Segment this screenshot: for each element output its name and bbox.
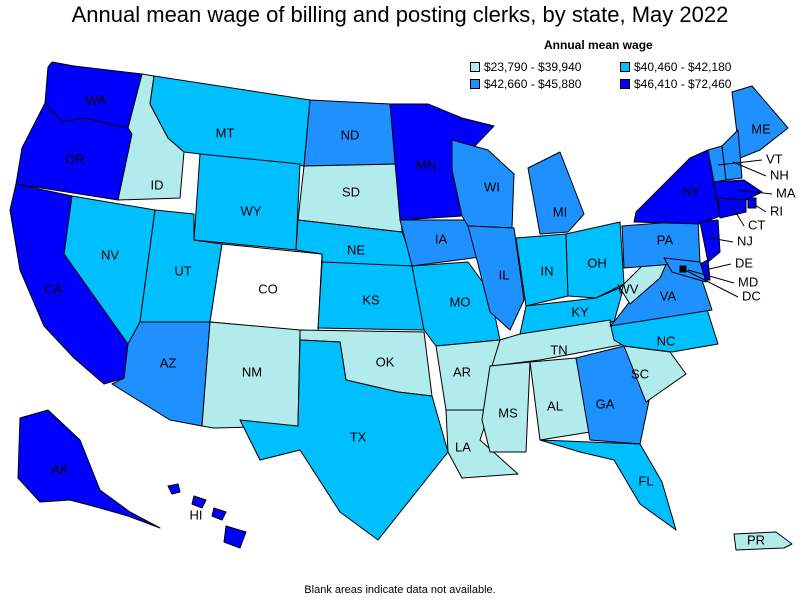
map-title: Annual mean wage of billing and posting … bbox=[71, 2, 729, 27]
state-label-mi: MI bbox=[553, 204, 567, 219]
state-label-ri: RI bbox=[770, 203, 783, 218]
state-hi bbox=[167, 483, 181, 495]
state-oh bbox=[565, 221, 625, 299]
state-label-or: OR bbox=[65, 151, 85, 166]
state-label-tx: TX bbox=[350, 429, 367, 444]
state-label-va: VA bbox=[660, 288, 677, 303]
state-label-nv: NV bbox=[101, 247, 119, 262]
state-wy bbox=[193, 153, 301, 251]
state-label-ky: KY bbox=[571, 304, 589, 319]
state-il bbox=[467, 225, 525, 331]
state-label-mo: MO bbox=[450, 294, 471, 309]
legend-item-2: $40,460 - $42,180 bbox=[620, 60, 790, 74]
legend-swatch-1 bbox=[470, 62, 480, 72]
leader-line-ma bbox=[737, 189, 773, 195]
leader-line-md bbox=[687, 269, 735, 284]
legend-swatch-3 bbox=[470, 79, 480, 89]
state-fl bbox=[539, 439, 677, 531]
state-label-wa: WA bbox=[86, 92, 107, 107]
legend-label-3: $42,660 - $45,880 bbox=[484, 77, 582, 91]
state-label-pa: PA bbox=[657, 232, 674, 247]
state-label-in: IN bbox=[541, 263, 554, 278]
state-label-nm: NM bbox=[242, 364, 262, 379]
footnote: Blank areas indicate data not available. bbox=[304, 584, 496, 596]
dc-marker bbox=[680, 266, 686, 272]
state-label-id: ID bbox=[151, 177, 164, 192]
state-label-fl: FL bbox=[638, 473, 653, 488]
state-label-md: MD bbox=[738, 274, 758, 289]
legend-item-4: $46,410 - $72,460 bbox=[620, 77, 790, 91]
state-label-ne: NE bbox=[347, 242, 365, 257]
state-label-dc: DC bbox=[742, 288, 761, 303]
state-label-ia: IA bbox=[435, 231, 448, 246]
state-label-pr: PR bbox=[747, 532, 765, 547]
state-ms bbox=[481, 361, 531, 453]
state-label-nd: ND bbox=[341, 127, 360, 142]
state-ga bbox=[575, 345, 651, 445]
state-label-nc: NC bbox=[657, 333, 676, 348]
state-nj bbox=[699, 219, 721, 263]
leader-line-ct bbox=[731, 205, 745, 227]
state-label-ct: CT bbox=[748, 217, 765, 232]
legend-label-4: $46,410 - $72,460 bbox=[634, 77, 732, 91]
state-label-mt: MT bbox=[216, 125, 235, 140]
state-hi-island-3 bbox=[211, 507, 227, 521]
state-label-sd: SD bbox=[342, 184, 360, 199]
leader-line-nj bbox=[709, 237, 734, 243]
state-pr bbox=[733, 531, 793, 551]
state-label-az: AZ bbox=[160, 355, 177, 370]
legend-label-2: $40,460 - $42,180 bbox=[634, 60, 732, 74]
state-label-ma: MA bbox=[776, 185, 796, 200]
leader-line-nh bbox=[732, 161, 767, 177]
legend-item-3: $42,660 - $45,880 bbox=[470, 77, 620, 91]
state-label-il: IL bbox=[499, 267, 510, 282]
state-nh bbox=[721, 129, 743, 181]
state-label-wi: WI bbox=[484, 179, 500, 194]
state-label-nh: NH bbox=[770, 167, 789, 182]
state-label-ks: KS bbox=[362, 292, 380, 307]
state-label-ak: AK bbox=[51, 461, 69, 476]
state-label-ms: MS bbox=[498, 405, 518, 420]
state-label-mn: MN bbox=[416, 157, 436, 172]
state-label-al: AL bbox=[547, 398, 563, 413]
state-tx bbox=[239, 339, 449, 541]
legend-swatch-2 bbox=[620, 62, 630, 72]
state-label-tn: TN bbox=[550, 342, 567, 357]
state-label-vt: VT bbox=[766, 151, 783, 166]
leader-line-ri bbox=[751, 202, 767, 213]
state-hi-island-2 bbox=[191, 495, 207, 509]
state-mi bbox=[527, 151, 585, 235]
state-label-nj: NJ bbox=[737, 233, 753, 248]
state-ny bbox=[633, 149, 721, 225]
state-label-ny: NY bbox=[682, 183, 700, 198]
state-hi-island-4 bbox=[223, 525, 247, 549]
state-wi bbox=[451, 139, 515, 229]
state-label-la: LA bbox=[455, 439, 471, 454]
legend-label-1: $23,790 - $39,940 bbox=[484, 60, 582, 74]
state-label-sc: SC bbox=[631, 366, 649, 381]
legend-swatch-4 bbox=[620, 79, 630, 89]
legend-item-1: $23,790 - $39,940 bbox=[470, 60, 620, 74]
leader-line-dc bbox=[682, 268, 739, 298]
legend: Annual mean wage $23,790 - $39,940 $40,4… bbox=[470, 38, 800, 91]
state-label-co: CO bbox=[258, 281, 278, 296]
state-label-oh: OH bbox=[587, 255, 607, 270]
leader-line-de bbox=[704, 263, 732, 271]
state-label-de: DE bbox=[735, 255, 753, 270]
state-label-ga: GA bbox=[596, 396, 615, 411]
state-label-me: ME bbox=[751, 121, 771, 136]
state-label-ok: OK bbox=[376, 354, 395, 369]
state-label-ar: AR bbox=[453, 364, 471, 379]
state-label-ca: CA bbox=[44, 281, 62, 296]
state-ct bbox=[717, 197, 747, 219]
state-label-wy: WY bbox=[241, 203, 262, 218]
state-label-wv: WV bbox=[618, 281, 639, 296]
leader-line-vt bbox=[717, 159, 763, 166]
state-ak bbox=[17, 409, 161, 529]
legend-title: Annual mean wage bbox=[544, 38, 653, 52]
state-label-ut: UT bbox=[174, 263, 191, 278]
state-label-hi: HI bbox=[190, 507, 203, 522]
